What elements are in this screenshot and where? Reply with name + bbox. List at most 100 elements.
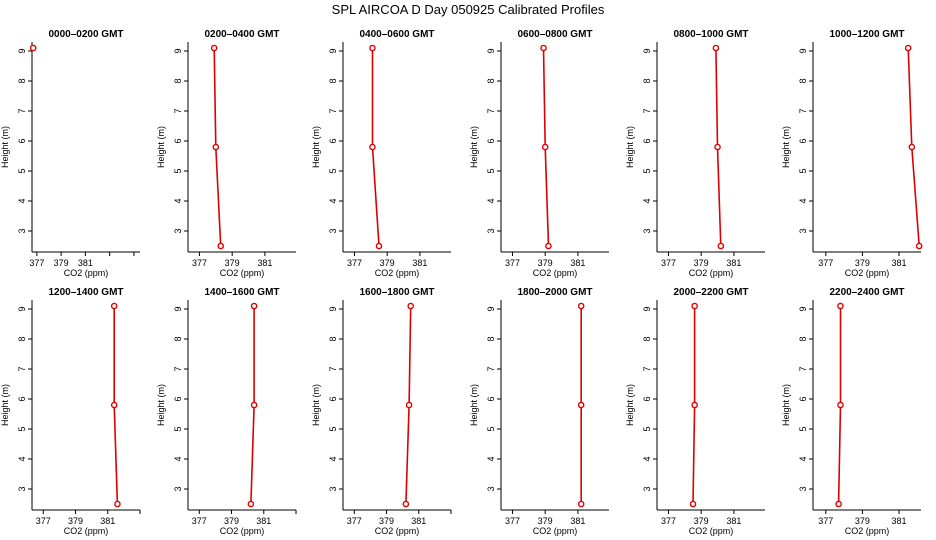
x-tick-label: 379	[694, 516, 709, 526]
y-tick-label: 8	[486, 336, 496, 341]
data-point	[369, 44, 376, 52]
data-point	[247, 500, 255, 508]
y-tick-label: 9	[328, 306, 338, 311]
y-tick-label: 7	[798, 366, 808, 371]
x-tick-label: 377	[661, 258, 676, 268]
data-point	[110, 302, 118, 310]
x-tick-label: 381	[256, 516, 271, 526]
y-tick-label: 8	[173, 336, 183, 341]
x-axis-label: CO2 (ppm)	[845, 526, 890, 536]
panel-title: 1600–1800 GMT	[359, 287, 434, 298]
x-tick-label: 377	[505, 258, 520, 268]
data-point	[837, 302, 844, 310]
x-tick-label: 381	[570, 258, 585, 268]
y-tick-label: 3	[17, 228, 27, 233]
x-axis-label: CO2 (ppm)	[220, 268, 265, 278]
y-axis-label: Height (m)	[469, 384, 479, 426]
y-tick-label: 5	[328, 426, 338, 431]
y-tick-label: 5	[173, 426, 183, 431]
y-tick-label: 6	[173, 138, 183, 143]
y-tick-label: 6	[642, 396, 652, 401]
x-tick-label: 381	[411, 516, 426, 526]
y-tick-label: 5	[798, 168, 808, 173]
data-point	[837, 401, 844, 409]
y-axis-label: Height (m)	[311, 384, 321, 426]
y-tick-label: 8	[17, 78, 27, 83]
y-tick-label: 3	[798, 486, 808, 491]
x-axis-label: CO2 (ppm)	[689, 526, 734, 536]
y-tick-label: 9	[328, 48, 338, 53]
y-axis-label: Height (m)	[781, 384, 791, 426]
panel-title: 1000–1200 GMT	[829, 29, 904, 40]
y-tick-label: 5	[798, 426, 808, 431]
x-tick-label: 381	[726, 516, 741, 526]
data-point	[541, 143, 549, 151]
data-point	[110, 401, 118, 409]
y-tick-label: 9	[173, 306, 183, 311]
y-tick-label: 4	[798, 456, 808, 461]
data-point	[369, 143, 376, 151]
x-tick-label: 379	[225, 258, 240, 268]
y-tick-label: 4	[173, 198, 183, 203]
x-tick-label: 377	[29, 258, 44, 268]
data-point	[717, 242, 725, 250]
x-tick-label: 377	[818, 258, 833, 268]
y-tick-label: 6	[328, 138, 338, 143]
data-point	[405, 401, 413, 409]
y-axis-label: Height (m)	[0, 384, 10, 426]
x-tick-label: 381	[100, 516, 115, 526]
y-tick-label: 5	[328, 168, 338, 173]
x-axis-label: CO2 (ppm)	[64, 268, 109, 278]
x-tick-label: 379	[224, 516, 239, 526]
y-tick-label: 7	[486, 108, 496, 113]
y-tick-label: 3	[173, 228, 183, 233]
y-axis-label: Height (m)	[311, 126, 321, 168]
y-tick-label: 9	[486, 306, 496, 311]
y-tick-label: 3	[642, 486, 652, 491]
x-tick-label: 379	[538, 258, 553, 268]
x-axis-label: CO2 (ppm)	[689, 268, 734, 278]
panel-title: 0200–0400 GMT	[204, 29, 279, 40]
y-axis-label: Height (m)	[156, 126, 166, 168]
x-tick-label: 381	[570, 516, 585, 526]
x-tick-label: 377	[505, 516, 520, 526]
x-tick-label: 377	[192, 258, 207, 268]
figure-title: SPL AIRCOA D Day 050925 Calibrated Profi…	[332, 2, 605, 17]
y-tick-label: 7	[173, 366, 183, 371]
y-tick-label: 3	[486, 228, 496, 233]
x-tick-label: 379	[694, 258, 709, 268]
y-tick-label: 8	[17, 336, 27, 341]
x-tick-label: 379	[855, 258, 870, 268]
y-tick-label: 7	[173, 108, 183, 113]
data-point	[835, 500, 842, 508]
y-tick-label: 3	[798, 228, 808, 233]
y-tick-label: 3	[328, 228, 338, 233]
x-tick-label: 379	[68, 516, 83, 526]
data-point	[691, 302, 698, 310]
y-tick-label: 4	[328, 456, 338, 461]
y-tick-label: 9	[642, 48, 652, 53]
panel-title: 1400–1600 GMT	[204, 287, 279, 298]
y-axis-label: Height (m)	[469, 126, 479, 168]
y-tick-label: 4	[17, 198, 27, 203]
data-point	[250, 401, 258, 409]
x-tick-label: 381	[257, 258, 272, 268]
x-axis-label: CO2 (ppm)	[533, 268, 578, 278]
panel-title: 0000–0200 GMT	[48, 29, 123, 40]
data-point	[577, 302, 585, 310]
x-tick-label: 379	[379, 516, 394, 526]
x-tick-label: 377	[661, 516, 676, 526]
y-tick-label: 7	[17, 366, 27, 371]
panel-title: 0600–0800 GMT	[517, 29, 592, 40]
